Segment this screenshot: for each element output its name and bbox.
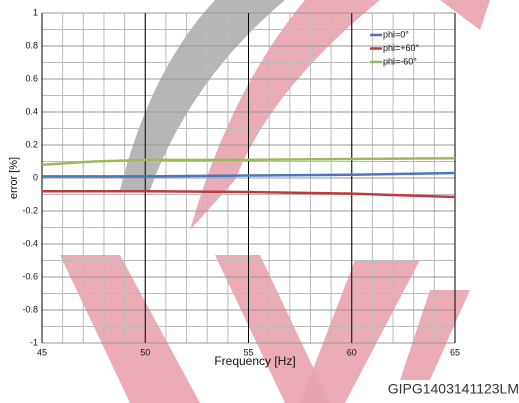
series-line bbox=[42, 189, 456, 199]
y-tick-label: -0.4 bbox=[22, 238, 38, 248]
y-tick-label: -0.6 bbox=[22, 271, 38, 281]
x-tick-label: 60 bbox=[347, 347, 357, 357]
legend-label: phi=+60° bbox=[383, 43, 420, 53]
series-line bbox=[42, 171, 456, 178]
y-tick-label: 0.8 bbox=[25, 40, 38, 50]
x-tick-label: 55 bbox=[243, 347, 253, 357]
y-tick-label: 0 bbox=[33, 172, 38, 182]
watermark-id: GIPG1403141123LM bbox=[388, 381, 519, 397]
legend-label: phi=-60° bbox=[383, 56, 417, 66]
y-tick-label: 0.6 bbox=[25, 73, 38, 83]
y-tick-label: 0.4 bbox=[25, 106, 38, 116]
y-axis-label: error [%] bbox=[8, 157, 20, 199]
x-tick-label: 45 bbox=[37, 347, 47, 357]
legend-label: phi=0° bbox=[383, 29, 409, 39]
y-tick-label: 1 bbox=[33, 7, 38, 17]
x-tick-label: 65 bbox=[450, 347, 460, 357]
y-tick-label: -0.8 bbox=[22, 304, 38, 314]
x-tick-label: 50 bbox=[140, 347, 150, 357]
y-tick-label: 0.2 bbox=[25, 139, 38, 149]
y-tick-label: -1 bbox=[30, 337, 38, 347]
series-line bbox=[41, 156, 456, 167]
watermark-shapes bbox=[60, 0, 490, 403]
x-axis-label: Frequency [Hz] bbox=[214, 354, 295, 368]
y-tick-label: -0.2 bbox=[22, 205, 38, 215]
